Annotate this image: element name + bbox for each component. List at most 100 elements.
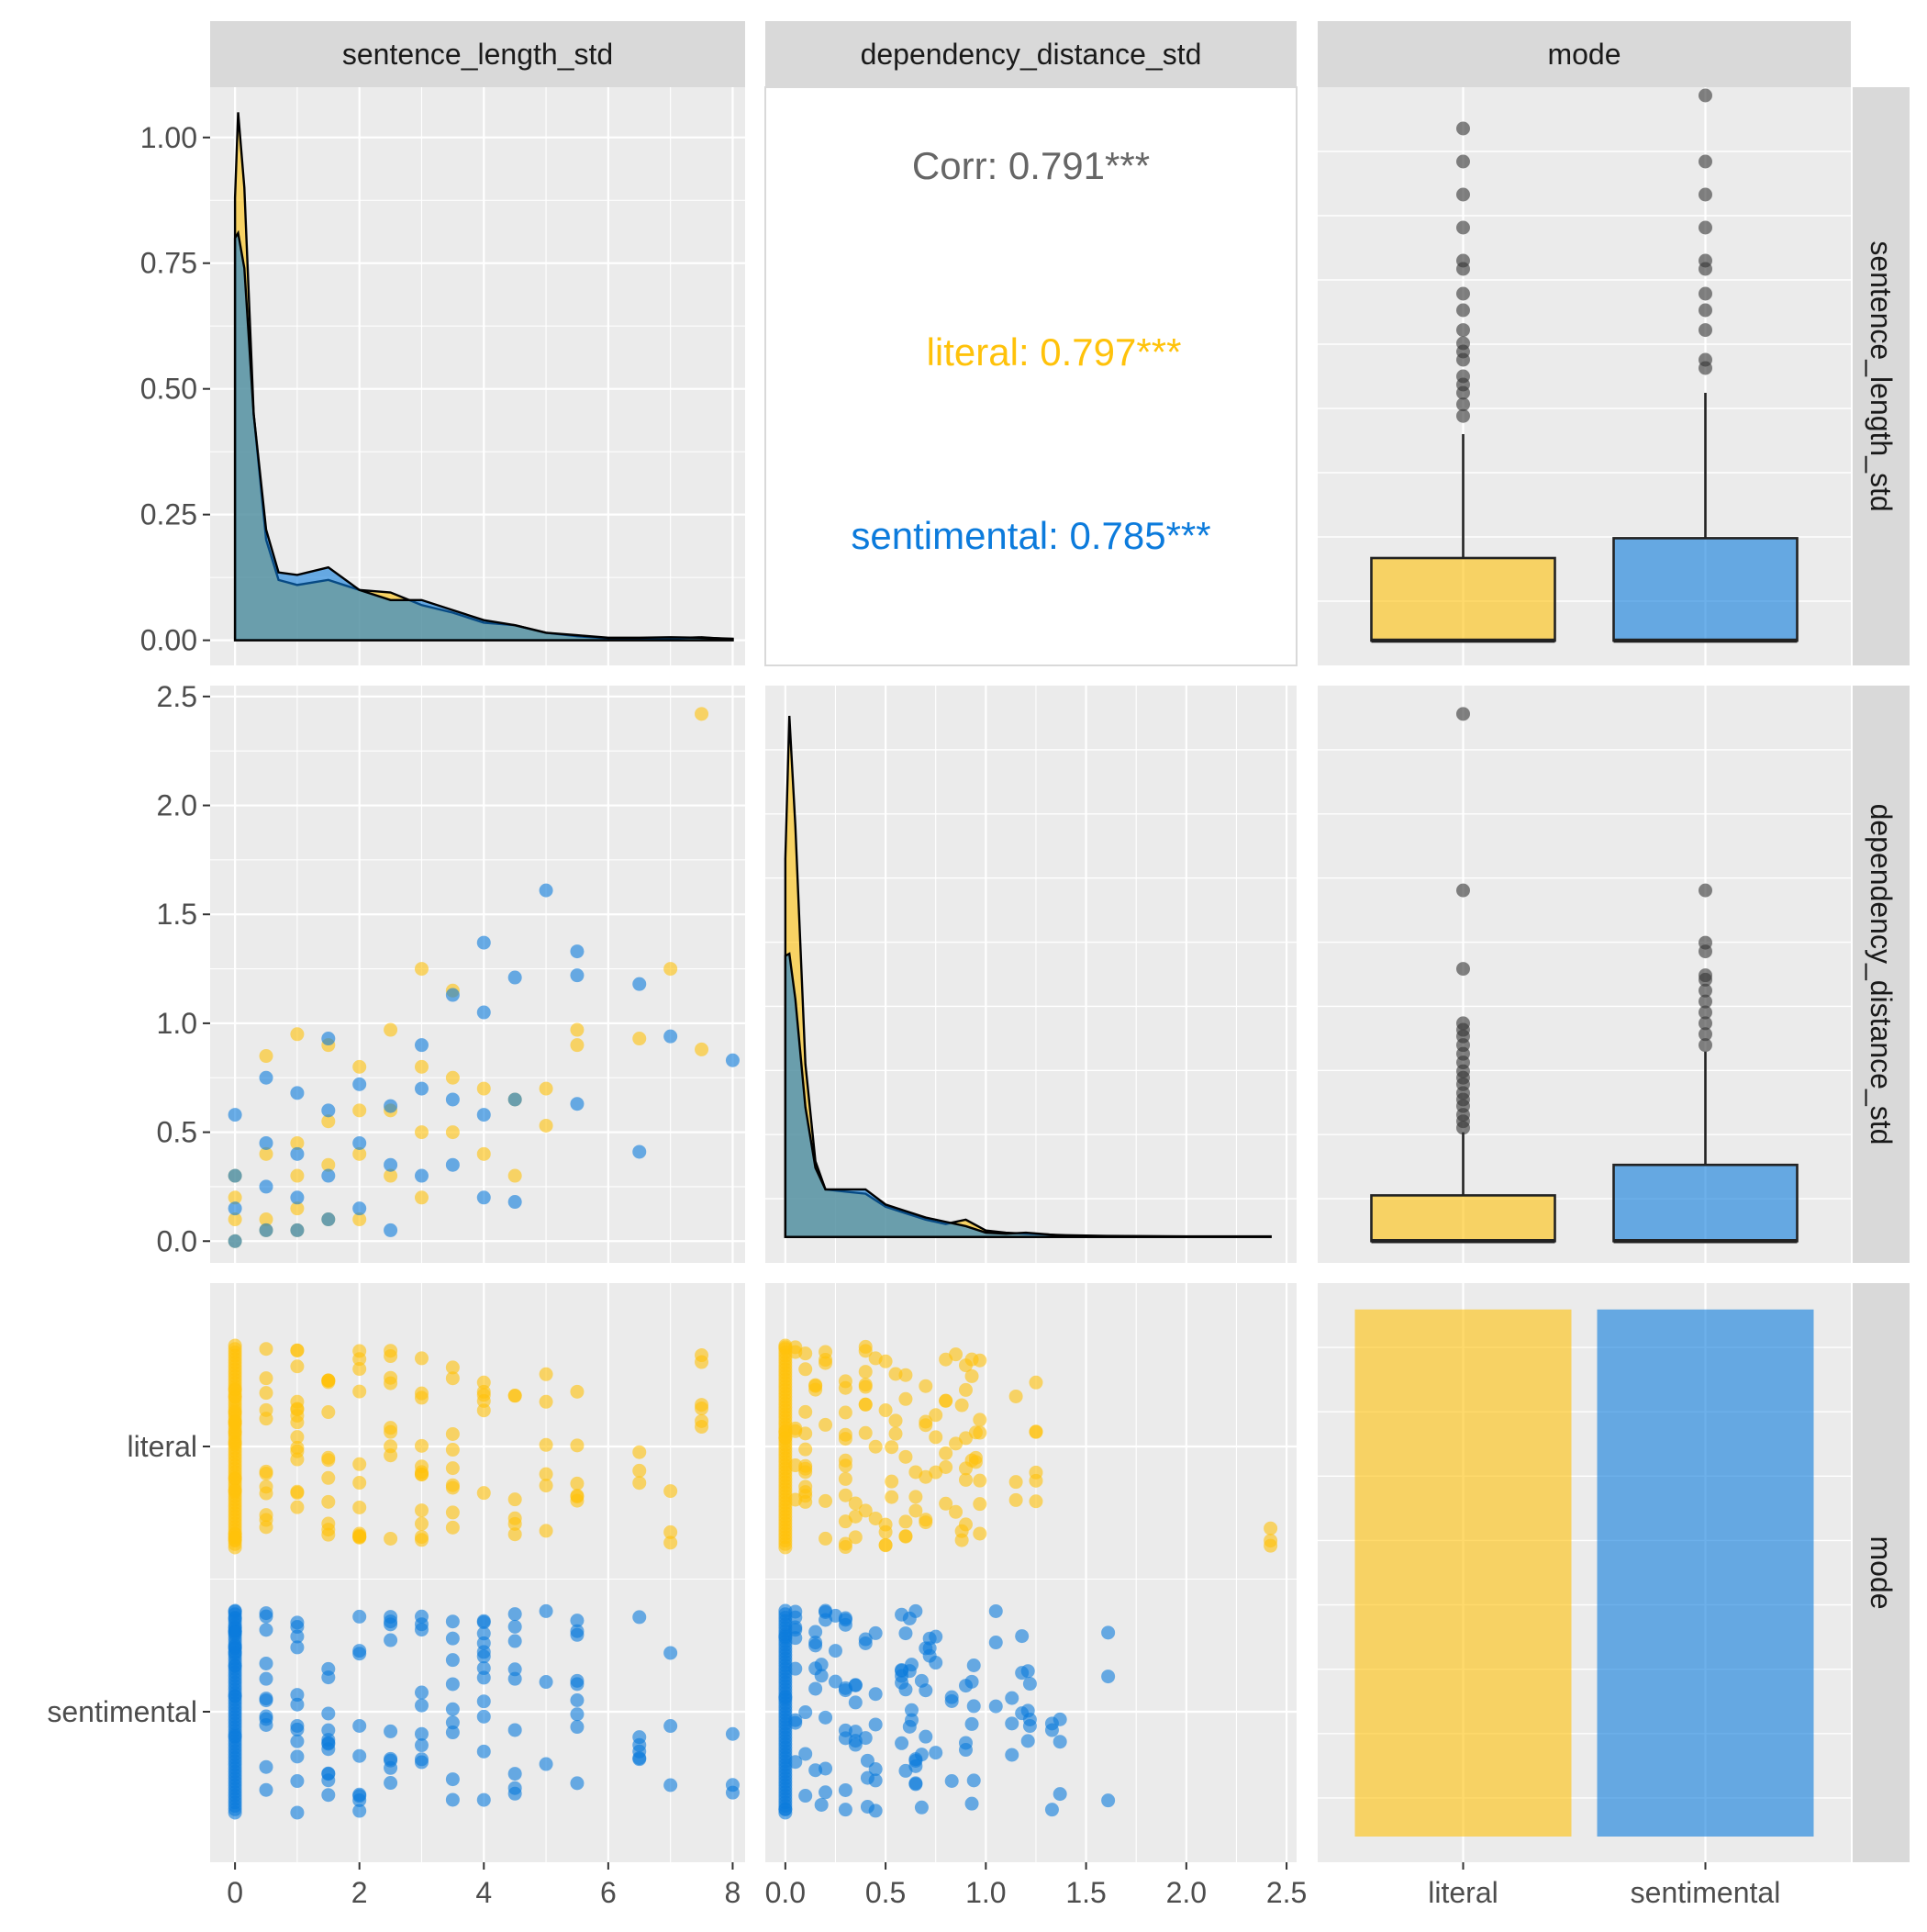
strip-point-sentimental <box>1101 1793 1116 1808</box>
strip-point-literal <box>352 1352 367 1367</box>
strip-point-literal <box>1029 1465 1043 1480</box>
box-outlier <box>1456 187 1470 202</box>
scatter-point-sentimental <box>570 1097 585 1111</box>
strip-point-literal <box>321 1516 336 1531</box>
strip-point-sentimental <box>898 1682 913 1697</box>
scatter-point-sentimental <box>384 1157 398 1172</box>
strip-point-literal <box>445 1443 460 1457</box>
strip-point-sentimental <box>663 1646 678 1660</box>
scatter-point-literal <box>290 1168 305 1183</box>
panel-0-0 <box>210 87 745 665</box>
scatter-point-literal <box>414 962 429 977</box>
strip-point-literal <box>798 1480 813 1494</box>
scatter-point-literal <box>445 1125 460 1140</box>
box-literal <box>1370 556 1556 642</box>
strip-point-literal <box>290 1415 305 1430</box>
strip-point-sentimental <box>228 1625 242 1640</box>
scatter-point-literal <box>476 1146 491 1161</box>
strip-point-literal <box>445 1505 460 1520</box>
scatter-point-literal <box>352 1146 367 1161</box>
strip-point-sentimental <box>958 1679 973 1693</box>
strip-point-literal <box>414 1438 429 1453</box>
strip-point-literal <box>632 1463 647 1478</box>
strip-point-literal <box>1264 1538 1278 1553</box>
strip-point-sentimental <box>725 1778 740 1792</box>
strip-point-literal <box>954 1533 969 1547</box>
strip-point-sentimental <box>228 1729 242 1744</box>
strip-point-sentimental <box>908 1603 923 1618</box>
strip-point-literal <box>663 1524 678 1539</box>
strip-point-literal <box>798 1362 813 1377</box>
strip-point-literal <box>1029 1424 1043 1439</box>
strip-point-literal <box>848 1509 863 1524</box>
strip-point-literal <box>352 1384 367 1399</box>
strip-point-sentimental <box>1044 1803 1059 1817</box>
strip-point-literal <box>878 1403 893 1418</box>
scatter-point-sentimental <box>259 1223 273 1237</box>
strip-point-sentimental <box>788 1715 803 1730</box>
strip-point-literal <box>838 1405 852 1420</box>
scatter-point-literal <box>384 1022 398 1037</box>
scatter-point-sentimental <box>476 1108 491 1122</box>
strip-point-literal <box>384 1424 398 1439</box>
strip-top-mode <box>1318 21 1851 87</box>
y-tick-label: 1.00 <box>140 121 197 154</box>
strip-point-sentimental <box>966 1699 981 1714</box>
strip-point-literal <box>632 1445 647 1459</box>
scatter-point-sentimental <box>321 1168 336 1183</box>
strip-point-literal <box>838 1432 852 1446</box>
box-outlier <box>1456 883 1470 898</box>
y-tick-label: literal <box>128 1430 197 1463</box>
strip-point-sentimental <box>788 1755 803 1770</box>
box-outlier <box>1699 88 1712 103</box>
panel-2-0 <box>210 1283 745 1862</box>
scatter-point-sentimental <box>228 1201 242 1216</box>
strip-point-literal <box>898 1514 913 1529</box>
strip-point-literal <box>798 1404 813 1419</box>
strip-label: dependency_distance_std <box>1865 804 1898 1145</box>
strip-point-literal <box>539 1437 553 1452</box>
strip-point-sentimental <box>445 1631 460 1646</box>
box-outlier <box>1699 286 1712 301</box>
scatter-point-sentimental <box>228 1108 242 1122</box>
box-sentimental <box>1612 537 1799 642</box>
strip-point-literal <box>476 1403 491 1418</box>
strip-point-literal <box>507 1492 522 1507</box>
scatter-point-sentimental <box>384 1099 398 1113</box>
strip-point-literal <box>798 1442 813 1457</box>
panel-0-1 <box>764 86 1298 666</box>
strip-point-sentimental <box>352 1647 367 1661</box>
x-tick-label: sentimental <box>1631 1876 1781 1909</box>
strip-point-literal <box>352 1476 367 1491</box>
strip-point-sentimental <box>860 1800 874 1815</box>
strip-point-literal <box>663 1484 678 1499</box>
strip-point-sentimental <box>570 1693 585 1708</box>
strip-point-sentimental <box>808 1681 823 1696</box>
scatter-point-literal <box>259 1146 273 1161</box>
strip-right-sentence_length_std <box>1853 87 1910 665</box>
strip-point-sentimental <box>507 1662 522 1677</box>
strip-point-sentimental <box>725 1726 740 1741</box>
strip-point-literal <box>290 1359 305 1374</box>
scatter-point-sentimental <box>445 1157 460 1172</box>
y-tick-label: 0.75 <box>140 247 197 280</box>
strip-point-literal <box>352 1529 367 1544</box>
strip-point-literal <box>898 1449 913 1464</box>
scatter-point-sentimental <box>725 1053 740 1067</box>
scatter-point-literal <box>632 1032 647 1046</box>
panel-2-1 <box>765 1283 1297 1862</box>
strip-point-sentimental <box>898 1626 913 1641</box>
box-sentimental <box>1612 1163 1799 1243</box>
scatter-point-literal <box>384 1168 398 1183</box>
strip-point-sentimental <box>290 1774 305 1789</box>
strip-point-sentimental <box>228 1646 242 1660</box>
strip-point-literal <box>321 1470 336 1485</box>
strip-point-sentimental <box>259 1718 273 1733</box>
scatter-point-literal <box>259 1212 273 1227</box>
strip-point-sentimental <box>290 1734 305 1748</box>
strip-point-sentimental <box>476 1709 491 1724</box>
strip-point-sentimental <box>1005 1748 1019 1762</box>
strip-point-sentimental <box>321 1733 336 1748</box>
x-tick-label: 6 <box>600 1876 617 1909</box>
